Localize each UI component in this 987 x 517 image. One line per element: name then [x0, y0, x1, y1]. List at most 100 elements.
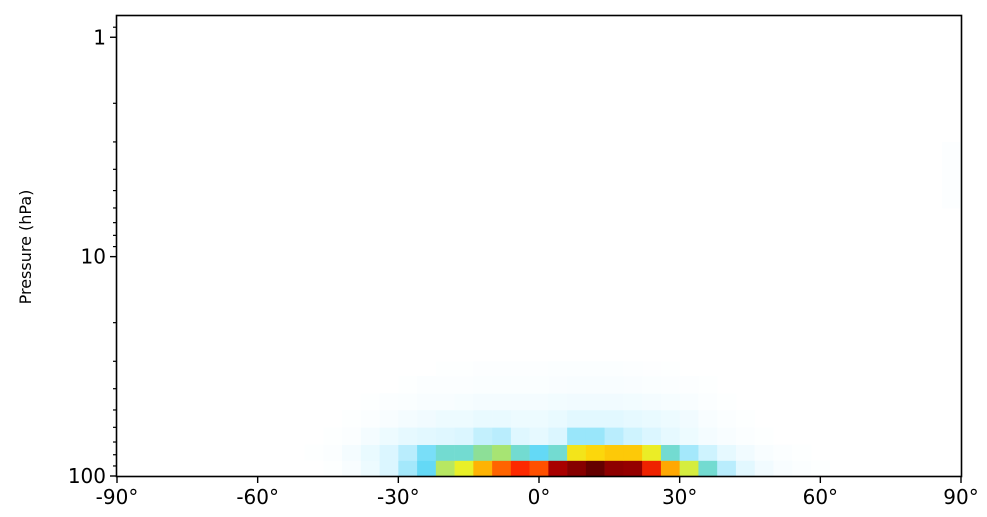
heatmap-cell [679, 427, 699, 446]
heatmap-cell [660, 375, 680, 394]
heatmap-cell [417, 393, 437, 411]
heatmap-cell [529, 393, 549, 411]
heatmap-cell [698, 375, 718, 394]
x-tick-label: -30° [377, 485, 420, 509]
heatmap-cell [342, 409, 362, 428]
heatmap-cell [398, 460, 418, 477]
heatmap-cell [642, 427, 662, 446]
heatmap-cell [417, 375, 437, 394]
x-ticks: -90° -60° -30° 0° 30° 60° 90° [96, 476, 979, 509]
heatmap-cell [379, 427, 399, 446]
x-tick-label: 90° [943, 485, 978, 509]
heatmap-cell [417, 427, 437, 446]
heatmap-cell [717, 409, 737, 428]
heatmap-cell [435, 444, 455, 461]
heatmap-cell [623, 427, 643, 446]
heatmap-cell [473, 393, 493, 411]
y-tick-label: 10 [81, 245, 106, 269]
heatmap-cell [492, 409, 512, 428]
x-tick-label: 60° [803, 485, 838, 509]
heatmap-cell [679, 375, 699, 394]
heatmap-cell [585, 393, 605, 411]
heatmap-cell [492, 393, 512, 411]
heatmap-cell [604, 361, 624, 377]
heatmap-cell [454, 375, 474, 394]
heatmap-cell [604, 393, 624, 411]
y-tick-label: 1 [93, 25, 106, 49]
heatmap-cell [473, 427, 493, 446]
heatmap-cell [304, 444, 324, 461]
heatmap-cell [642, 460, 662, 477]
heatmap-cell [529, 409, 549, 428]
heatmap-cell [342, 444, 362, 461]
heatmap-cell [567, 460, 587, 477]
heatmap-cell [398, 409, 418, 428]
heatmap-cell [548, 393, 568, 411]
x-tick-label: -90° [96, 485, 139, 509]
heatmap-cell [585, 409, 605, 428]
heatmap-cell [642, 444, 662, 461]
heatmap-cell [567, 409, 587, 428]
heatmap-cell [735, 444, 755, 461]
heatmap-cell [473, 361, 493, 377]
heatmap-cell [435, 375, 455, 394]
heatmap-cell [510, 444, 530, 461]
heatmap-cell [585, 427, 605, 446]
heatmap-cell [585, 361, 605, 377]
heatmap-cell [792, 444, 812, 461]
heatmap-cell [604, 409, 624, 428]
heatmap-cell [604, 444, 624, 461]
heatmap-cell [492, 444, 512, 461]
heatmap-cell [717, 393, 737, 411]
heatmap-cell [679, 460, 699, 477]
heatmap-cell [435, 409, 455, 428]
heatmap-cell [642, 393, 662, 411]
heatmap-cell [604, 460, 624, 477]
heatmap-cell [623, 361, 643, 377]
heatmap-cell [735, 409, 755, 428]
heatmap-cell [510, 393, 530, 411]
heatmap-cell [792, 460, 812, 477]
heatmap-cell [342, 460, 362, 477]
heatmap-cell [548, 460, 568, 477]
heatmap-cell [642, 361, 662, 377]
heatmap-cell [492, 375, 512, 394]
heatmap-cell [435, 460, 455, 477]
heatmap-cell [435, 393, 455, 411]
heatmap-cell [323, 460, 343, 477]
heatmap-cell [679, 393, 699, 411]
heatmap-cell [492, 460, 512, 477]
heatmap-cell [567, 393, 587, 411]
heatmap-cells [304, 141, 962, 477]
heatmap-cell [510, 460, 530, 477]
heatmap-cell [398, 375, 418, 394]
heatmap-cell [379, 393, 399, 411]
heatmap-cell [698, 444, 718, 461]
heatmap-cell [417, 460, 437, 477]
heatmap-cell [735, 460, 755, 477]
heatmap-cell [585, 375, 605, 394]
heatmap-cell [773, 444, 793, 461]
heatmap-cell [323, 427, 343, 446]
heatmap-cell [548, 444, 568, 461]
heatmap-cell [454, 409, 474, 428]
heatmap-cell [492, 361, 512, 377]
heatmap-cell [529, 427, 549, 446]
heatmap-cell [510, 427, 530, 446]
heatmap-cell [510, 361, 530, 377]
heatmap-cell [679, 409, 699, 428]
heatmap-cell [623, 393, 643, 411]
heatmap-cell [417, 409, 437, 428]
heatmap-cell [698, 427, 718, 446]
heatmap-cell [623, 444, 643, 461]
heatmap-cell [529, 361, 549, 377]
heatmap-cell [660, 444, 680, 461]
heatmap-cell [942, 141, 962, 209]
heatmap-cell [454, 427, 474, 446]
heatmap-cell [360, 460, 380, 477]
heatmap-cell [679, 444, 699, 461]
plot-frame [115, 14, 963, 478]
heatmap-cell [585, 460, 605, 477]
heatmap-cell [473, 409, 493, 428]
heatmap-cell [360, 409, 380, 428]
